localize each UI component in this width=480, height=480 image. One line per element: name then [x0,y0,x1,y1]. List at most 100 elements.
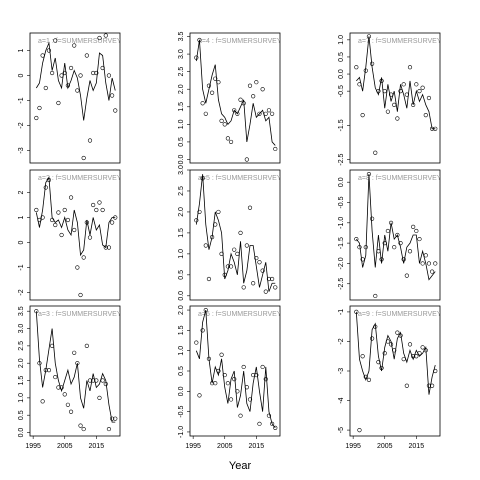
y-tick-label: -0.5 [338,196,345,208]
observed-point [113,215,118,220]
observed-point [430,269,435,274]
panel: a=9 : f=SUMMERSURVEY -5 -4 -3 -2 -1 1995 2005 20… [338,305,442,450]
observed-point [62,70,67,76]
observed-point [414,354,419,359]
observed-point [219,118,224,123]
panel: a=7 : f=SUMMERSURVEY -2.5 -1.5 -0.5 0.0 0.5 1.… [338,32,441,166]
observed-point [360,113,365,118]
x-tick-label: 2015 [89,443,105,450]
observed-point [200,176,205,181]
observed-point [222,122,227,127]
observed-point [65,402,70,407]
observed-point [97,200,102,205]
observed-point [407,342,413,347]
panel: a=6 : f=SUMMERSURVEY -1.0 -0.5 0.0 0.5 1.0 1.5… [178,305,281,450]
observed-point [241,364,246,370]
observed-point [216,80,221,85]
x-tick-label: 1995 [345,443,361,450]
observed-point [392,245,397,250]
observed-point [373,293,378,299]
observed-point [373,150,378,155]
observed-point [354,65,359,70]
panel-frame [29,32,121,164]
observed-point [388,342,394,347]
observed-point [213,381,218,386]
observed-point [59,232,64,238]
fitted-line [356,174,436,281]
y-tick-label: 1.5 [178,228,185,238]
x-tick-label: 2015 [249,443,265,450]
observed-point [370,336,375,341]
x-tick-label: 1995 [185,443,201,450]
fitted-line [35,41,116,121]
y-tick-label: -0.5 [338,85,345,97]
observed-point [244,243,249,248]
observed-point [194,340,199,345]
observed-point [194,55,199,60]
observed-point [110,220,115,225]
observed-point [225,136,230,141]
y-tick-label: 2.5 [178,186,185,196]
panel-frame [189,32,281,164]
observed-point [385,228,390,234]
y-tick-label: 2.0 [178,207,185,217]
y-tick-label: 3.0 [18,324,25,334]
observed-point [50,217,55,223]
observed-point [206,83,212,88]
y-tick-label: -2.0 [338,257,345,269]
y-tick-label: -1.0 [338,217,345,229]
observed-point [91,70,96,76]
observed-point [59,73,64,78]
observed-point [40,53,45,58]
observed-point [254,255,259,261]
y-tick-label: 1.5 [178,102,185,112]
observed-point [251,94,256,99]
observed-point [388,92,394,97]
observed-point [404,383,409,388]
panel-title: a=5 : f=SUMMERSURVEY [198,175,282,182]
observed-point [203,307,208,313]
observed-point [407,249,413,254]
panel-frame [349,169,441,301]
observed-point [110,93,115,98]
observed-point [59,385,64,390]
observed-point [423,253,428,258]
y-tick-label: -1.5 [338,237,345,249]
panel-frame [189,169,281,301]
observed-point [232,377,237,382]
observed-point [34,207,39,213]
observed-point [360,257,365,262]
observed-point [433,368,438,374]
observed-point [43,85,48,91]
observed-point [426,95,432,101]
observed-point [72,350,77,355]
observed-point [56,385,61,390]
observed-point [232,247,237,252]
observed-point [75,361,80,366]
observed-point [106,426,112,432]
observed-point [43,368,48,373]
observed-point [40,399,45,404]
observed-point [225,264,230,269]
y-tick-label: 0.0 [178,155,185,165]
observed-point [395,116,400,121]
panel-title: a=9 : f=SUMMERSURVEY [358,311,442,318]
fitted-line [35,311,116,423]
y-tick-label: 1 [18,48,25,52]
observed-point [34,309,39,314]
x-axis-label: Year [229,460,252,472]
observed-point [81,255,86,260]
observed-point [203,111,208,116]
y-tick-label: -1.5 [338,119,345,131]
observed-point [228,139,234,145]
observed-point [363,374,368,380]
observed-point [62,207,67,213]
observed-point [210,90,215,95]
observed-point [235,251,240,256]
observed-point [382,89,387,94]
observed-point [404,273,409,278]
y-tick-label: 2.0 [178,84,185,94]
observed-point [370,216,375,221]
observed-point [81,426,86,432]
